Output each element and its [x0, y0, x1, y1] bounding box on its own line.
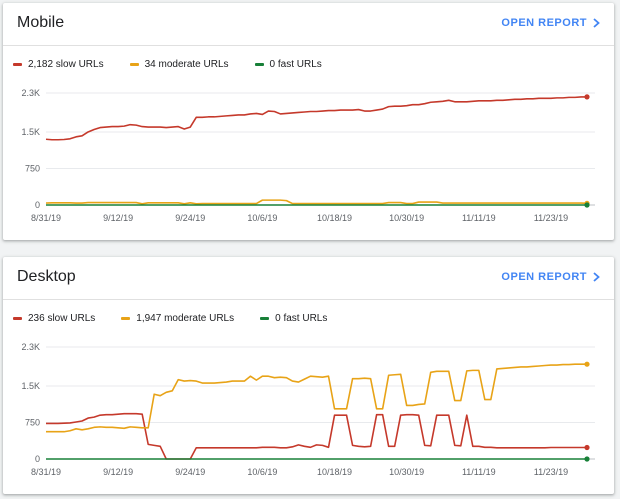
x-tick-label: 9/24/19 — [175, 213, 205, 223]
chevron-right-icon — [593, 272, 600, 282]
mobile-legend-slow-label: 2,182 slow URLs — [28, 59, 104, 70]
mobile-open-report-label: OPEN REPORT — [501, 17, 587, 29]
x-tick-label: 10/30/19 — [389, 467, 424, 477]
fast-swatch — [260, 317, 270, 320]
y-tick-label: 1.5K — [21, 127, 40, 137]
mobile-card-header: Mobile OPEN REPORT — [3, 3, 614, 46]
x-tick-label: 9/24/19 — [175, 467, 205, 477]
series-line-moderate — [45, 199, 588, 205]
moderate-swatch — [129, 63, 139, 66]
mobile-legend-moderate[interactable]: 34 moderate URLs — [129, 59, 229, 70]
chevron-right-icon — [593, 18, 600, 28]
desktop-legend-fast[interactable]: 0 fast URLs — [260, 313, 327, 324]
y-tick-label: 750 — [25, 417, 40, 427]
series-endpoint-slow — [584, 94, 590, 100]
mobile-legend-slow[interactable]: 2,182 slow URLs — [13, 59, 104, 70]
series-endpoint-fast — [584, 456, 590, 462]
series-endpoint-slow — [584, 444, 590, 451]
mobile-card-title: Mobile — [17, 14, 65, 31]
moderate-swatch — [121, 317, 131, 320]
x-tick-label: 9/12/19 — [103, 213, 133, 223]
desktop-legend: 236 slow URLs 1,947 moderate URLs 0 fast… — [13, 313, 327, 324]
desktop-legend-slow-label: 236 slow URLs — [28, 313, 96, 324]
x-tick-label: 10/30/19 — [389, 213, 424, 223]
x-tick-label: 9/12/19 — [103, 467, 133, 477]
desktop-open-report-link[interactable]: OPEN REPORT — [501, 271, 600, 283]
x-tick-label: 10/18/19 — [317, 467, 352, 477]
desktop-legend-fast-label: 0 fast URLs — [275, 313, 328, 324]
mobile-legend-fast-label: 0 fast URLs — [269, 59, 322, 70]
x-tick-label: 10/6/19 — [247, 467, 277, 477]
y-tick-label: 0 — [35, 200, 40, 210]
y-tick-label: 750 — [25, 163, 40, 173]
desktop-card: Desktop OPEN REPORT 236 slow URLs 1,947 … — [3, 257, 614, 494]
x-tick-label: 11/11/19 — [462, 213, 496, 223]
x-tick-label: 11/23/19 — [534, 467, 568, 477]
y-tick-label: 0 — [35, 454, 40, 464]
fast-swatch — [254, 63, 264, 66]
x-tick-label: 8/31/19 — [31, 467, 61, 477]
series-endpoint-fast — [584, 202, 590, 208]
desktop-legend-moderate[interactable]: 1,947 moderate URLs — [121, 313, 234, 324]
desktop-chart: 0 750 1.5K 2.3K 8/31/19 9/12/19 9/24/19 10/6/19… — [21, 342, 595, 477]
mobile-card: Mobile OPEN REPORT 2,182 slow URLs 34 mo… — [3, 3, 614, 240]
series-line-slow — [45, 96, 587, 141]
desktop-card-header: Desktop OPEN REPORT — [3, 257, 614, 300]
series-line-moderate — [46, 363, 587, 433]
series-line-slow — [46, 412, 587, 460]
x-tick-label: 8/31/19 — [31, 213, 61, 223]
mobile-legend: 2,182 slow URLs 34 moderate URLs 0 fast … — [13, 59, 322, 70]
slow-swatch — [13, 63, 22, 66]
y-tick-label: 2.3K — [21, 88, 40, 98]
mobile-legend-fast[interactable]: 0 fast URLs — [254, 59, 322, 70]
x-tick-label: 11/11/19 — [462, 467, 496, 477]
desktop-open-report-label: OPEN REPORT — [501, 271, 587, 283]
mobile-legend-moderate-label: 34 moderate URLs — [144, 59, 229, 70]
y-tick-label: 2.3K — [21, 342, 40, 352]
x-tick-label: 10/6/19 — [247, 213, 277, 223]
desktop-legend-slow[interactable]: 236 slow URLs — [13, 313, 95, 324]
x-tick-label: 10/18/19 — [317, 213, 352, 223]
slow-swatch — [13, 317, 22, 320]
mobile-open-report-link[interactable]: OPEN REPORT — [501, 17, 600, 29]
x-tick-label: 11/23/19 — [534, 213, 568, 223]
mobile-chart: 0 750 1.5K 2.3K 8/31/19 9/12/19 9/24/19 10/6/19… — [21, 88, 595, 223]
desktop-card-title: Desktop — [17, 268, 76, 285]
desktop-legend-moderate-label: 1,947 moderate URLs — [136, 313, 235, 324]
series-endpoint-moderate — [584, 361, 590, 367]
y-tick-label: 1.5K — [21, 381, 40, 391]
